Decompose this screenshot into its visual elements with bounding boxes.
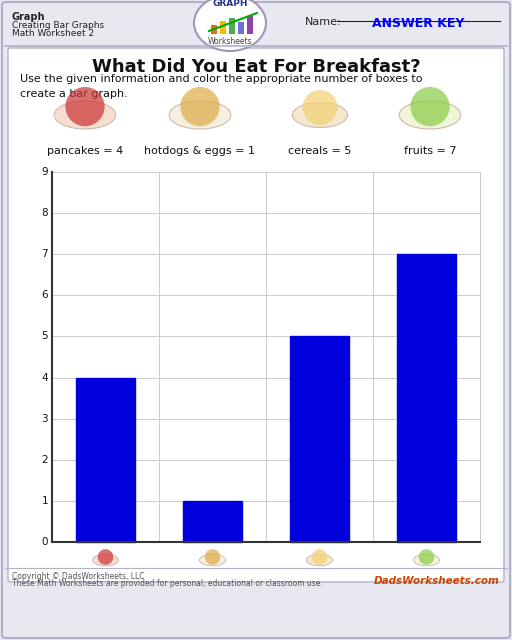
Ellipse shape xyxy=(200,554,225,566)
Bar xyxy=(220,21,226,34)
Text: 4: 4 xyxy=(41,372,48,383)
Text: 1: 1 xyxy=(41,496,48,506)
Circle shape xyxy=(180,87,220,126)
Text: pancakes = 4: pancakes = 4 xyxy=(47,146,123,156)
Bar xyxy=(247,16,253,34)
Text: 5: 5 xyxy=(41,332,48,342)
Text: DadsWorksheets.com: DadsWorksheets.com xyxy=(374,576,500,586)
Text: Creating Bar Graphs: Creating Bar Graphs xyxy=(12,21,104,30)
Circle shape xyxy=(419,549,434,564)
Text: Math Worksheet 2: Math Worksheet 2 xyxy=(12,29,94,38)
Bar xyxy=(397,254,456,542)
Bar xyxy=(290,337,349,542)
Text: 9: 9 xyxy=(41,167,48,177)
Circle shape xyxy=(303,90,337,125)
FancyBboxPatch shape xyxy=(8,48,504,582)
Bar xyxy=(183,501,242,542)
Bar xyxy=(211,25,217,34)
Ellipse shape xyxy=(169,101,231,129)
Circle shape xyxy=(411,87,450,126)
Circle shape xyxy=(98,549,113,564)
Bar xyxy=(52,172,480,542)
Ellipse shape xyxy=(307,554,332,566)
Text: Worksheets: Worksheets xyxy=(208,37,252,46)
Text: These Math Worksheets are provided for personal, educational or classroom use.: These Math Worksheets are provided for p… xyxy=(12,579,323,588)
Text: Name:: Name: xyxy=(305,17,342,27)
Ellipse shape xyxy=(399,101,461,129)
Text: Copyright © DadsWorksheets, LLC: Copyright © DadsWorksheets, LLC xyxy=(12,572,144,581)
Text: What Did You Eat For Breakfast?: What Did You Eat For Breakfast? xyxy=(92,58,420,76)
Circle shape xyxy=(66,87,104,126)
Bar xyxy=(238,22,244,34)
Circle shape xyxy=(205,549,220,564)
Circle shape xyxy=(312,549,327,564)
Text: ANSWER KEY: ANSWER KEY xyxy=(372,17,464,30)
Text: 8: 8 xyxy=(41,208,48,218)
Text: 3: 3 xyxy=(41,413,48,424)
Text: fruits = 7: fruits = 7 xyxy=(404,146,456,156)
Text: 7: 7 xyxy=(41,249,48,259)
Bar xyxy=(76,378,135,542)
Text: hotdogs & eggs = 1: hotdogs & eggs = 1 xyxy=(144,146,255,156)
Text: Use the given information and color the appropriate number of boxes to
create a : Use the given information and color the … xyxy=(20,74,422,99)
Text: 6: 6 xyxy=(41,291,48,300)
Text: cereals = 5: cereals = 5 xyxy=(288,146,352,156)
Ellipse shape xyxy=(194,0,266,51)
Bar xyxy=(229,18,235,34)
Ellipse shape xyxy=(414,554,439,566)
Text: 2: 2 xyxy=(41,455,48,465)
Text: Graph: Graph xyxy=(12,12,46,22)
Text: GRAPH: GRAPH xyxy=(212,0,248,8)
Ellipse shape xyxy=(93,554,118,566)
Text: 0: 0 xyxy=(41,537,48,547)
Ellipse shape xyxy=(292,102,348,127)
Ellipse shape xyxy=(54,101,116,129)
